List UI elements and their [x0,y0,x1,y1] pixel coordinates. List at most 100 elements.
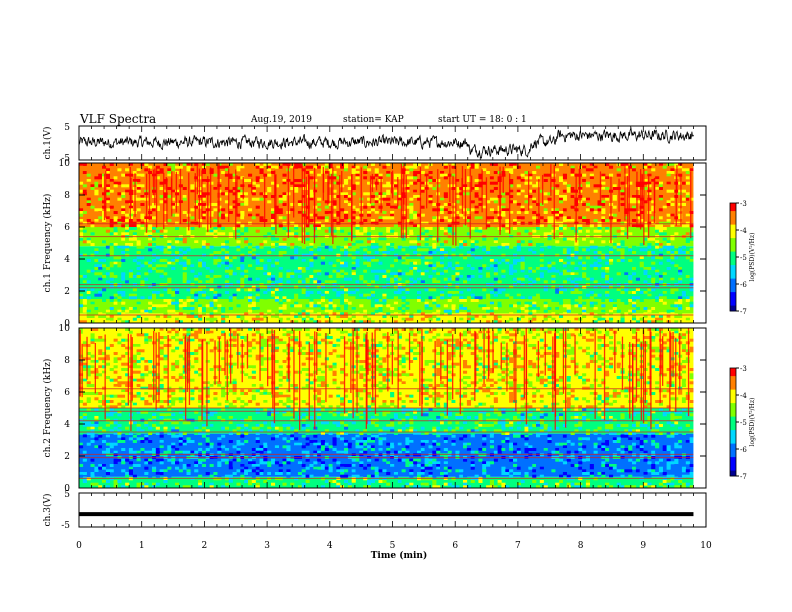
spectrogram-cell [324,200,329,204]
spectrogram-cell [378,293,383,297]
spectrogram-cell [236,189,241,193]
spectrogram-cell [105,213,110,217]
spectrogram-cell [194,237,199,241]
spectrogram-cell [190,269,195,273]
spectrogram-cell [367,213,372,217]
spectrogram-cell [670,280,675,284]
spectrogram-cell [532,189,537,193]
spectrogram-cell [224,253,229,257]
spectrogram-cell [90,293,95,297]
spectrogram-cell [163,184,168,188]
spectrogram-cell [559,213,564,217]
spectrogram-cell [539,259,544,262]
spectrogram-cell [493,267,498,270]
spectrogram-cell [374,171,379,174]
spectrogram-cell [309,189,314,193]
spectrogram-cell [505,315,510,318]
spectrogram-cell [309,336,314,339]
spectrogram-cell [305,341,310,345]
spectrogram-cell [401,320,406,324]
spectrogram-cell [405,341,410,345]
spectrogram-cell [440,211,445,214]
spectrogram-cell [578,219,583,222]
spectrogram-cell [532,304,537,308]
spectrogram-cell [374,304,379,308]
spectrogram-cell [132,307,137,310]
spectrogram-cell [463,243,468,246]
spectrogram-cell [413,195,418,198]
spectrogram-streak [145,173,148,233]
spectrogram-cell [417,237,422,241]
spectrogram-cell [363,211,368,214]
spectrogram-cell [390,248,395,252]
spectrogram-cell [489,189,494,193]
spectrogram-streak [287,165,289,238]
spectrogram-cell [478,296,483,300]
spectrogram-cell [194,320,199,324]
spectrogram-cell [125,163,130,166]
spectrogram-cell [167,301,172,305]
spectrogram-cell [643,171,648,174]
spectrogram-cell [678,208,683,212]
spectrogram-cell [198,309,203,313]
spectrogram-cell [105,317,110,321]
spectrogram-cell [562,299,567,302]
spectrogram-cell [601,312,606,316]
spectrogram-cell [486,216,491,220]
spectrogram-cell [140,344,145,347]
spectrogram-cell [244,320,249,324]
spectrogram-cell [278,317,283,321]
spectrogram-cell [267,240,272,244]
spectrogram-cell [382,320,387,324]
spectrogram-cell [374,251,379,254]
spectrogram-cell [555,293,560,297]
spectrogram-cell [486,307,491,310]
spectrogram-cell [109,275,114,278]
spectrogram-cell [313,224,318,228]
spectrogram-cell [301,224,306,228]
spectrogram-cell [213,251,218,254]
spectrogram-cell [267,163,272,166]
spectrogram-cell [313,221,318,225]
spectrogram-cell [317,229,322,233]
spectrogram-cell [432,280,437,284]
spectrogram-cell [320,312,325,316]
spectrogram-cell [255,299,260,302]
1-ytick-label: 2 [64,287,70,297]
spectrogram-cell [240,280,245,284]
spectrogram-cell [213,187,218,190]
spectrogram-cell [324,333,329,337]
spectrogram-cell [509,269,514,273]
spectrogram-cell [263,267,268,270]
spectrogram-cell [128,165,133,169]
spectrogram-cell [98,173,103,177]
spectrogram-cell [405,309,410,313]
spectrogram-cell [620,200,625,204]
spectrogram-cell [474,315,479,318]
spectrogram-cell [267,251,272,254]
spectrogram-cell [689,195,694,198]
spectrogram-cell [390,307,395,310]
spectrogram-cell [451,165,456,169]
spectrogram-cell [198,200,203,204]
spectrogram-cell [655,296,660,300]
spectrogram-cell [240,205,245,209]
spectrogram-cell [278,304,283,308]
spectrogram-cell [443,200,448,204]
spectrogram-cell [505,320,510,324]
spectrogram-cell [182,285,187,289]
spectrogram-cell [251,187,256,190]
spectrogram-cell [539,304,544,308]
spectrogram-cell [159,171,164,174]
spectrogram-cell [551,275,556,278]
spectrogram-cell [121,211,126,214]
spectrogram-cell [217,317,222,321]
spectrogram-cell [609,251,614,254]
spectrogram-cell [136,301,141,305]
spectrogram-streak [426,174,428,209]
spectrogram-cell [305,328,310,331]
spectrogram-cell [689,285,694,289]
spectrogram-cell [409,240,414,244]
spectrogram-cell [301,173,306,177]
spectrogram-cell [520,221,525,225]
